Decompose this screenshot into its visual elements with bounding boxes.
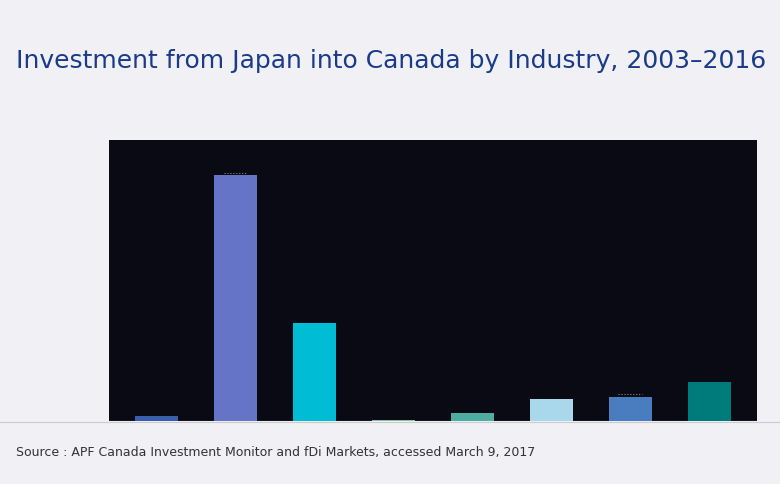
- Text: Source : APF Canada Investment Monitor and fDi Markets, accessed March 9, 2017: Source : APF Canada Investment Monitor a…: [16, 446, 535, 459]
- Bar: [451, 413, 494, 421]
- Bar: [135, 416, 179, 421]
- Text: Investment from Japan into Canada by Industry, 2003–2016: Investment from Japan into Canada by Ind…: [16, 49, 766, 73]
- Bar: [530, 399, 573, 421]
- Bar: [292, 323, 336, 421]
- Bar: [608, 396, 652, 421]
- Bar: [214, 176, 257, 421]
- Bar: [687, 382, 731, 421]
